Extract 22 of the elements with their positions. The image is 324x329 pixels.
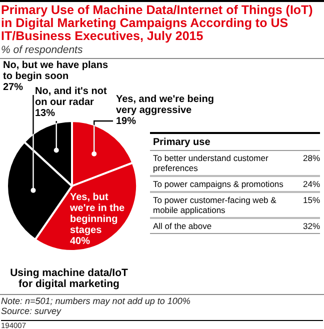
chart-title: Primary Use of Machine Data/Internet of Things (IoT) in Digital Marketing Campaigns According to US IT/Business Executives, July 2015 — [1, 3, 314, 43]
text: Note: n=501; numbers may not add up to 100% — [1, 296, 190, 306]
source-note: Source: survey — [1, 306, 62, 316]
chart-subtitle: % of respondents — [1, 44, 83, 56]
data-label: 40% — [70, 236, 90, 247]
category-label: To power customer-facing web & mobile applications — [153, 195, 278, 215]
slice-label: No, but we have plans to begin soon — [3, 60, 108, 82]
category-label: All of the above — [153, 221, 213, 231]
data-label: 19% — [116, 116, 136, 127]
category-label: To better understand customer preferences — [153, 153, 270, 173]
data-label: 24% — [302, 179, 320, 189]
data-label: 32% — [302, 221, 320, 231]
data-label: 13% — [35, 108, 56, 119]
slice-label: No, and it's not on our radar — [35, 86, 108, 108]
slice-label: Yes, and we're being very aggressive — [116, 94, 214, 116]
text: Using machine data/IoT for digital marketing — [9, 267, 129, 290]
data-label: 15% — [302, 195, 320, 207]
data-label: 28% — [302, 153, 320, 165]
category-label: To power campaigns & promotions — [153, 179, 284, 189]
data-label: 27% — [3, 82, 24, 93]
text: Primary use — [150, 134, 320, 151]
slice-label: Yes, but we're in the beginning stages — [69, 192, 126, 236]
